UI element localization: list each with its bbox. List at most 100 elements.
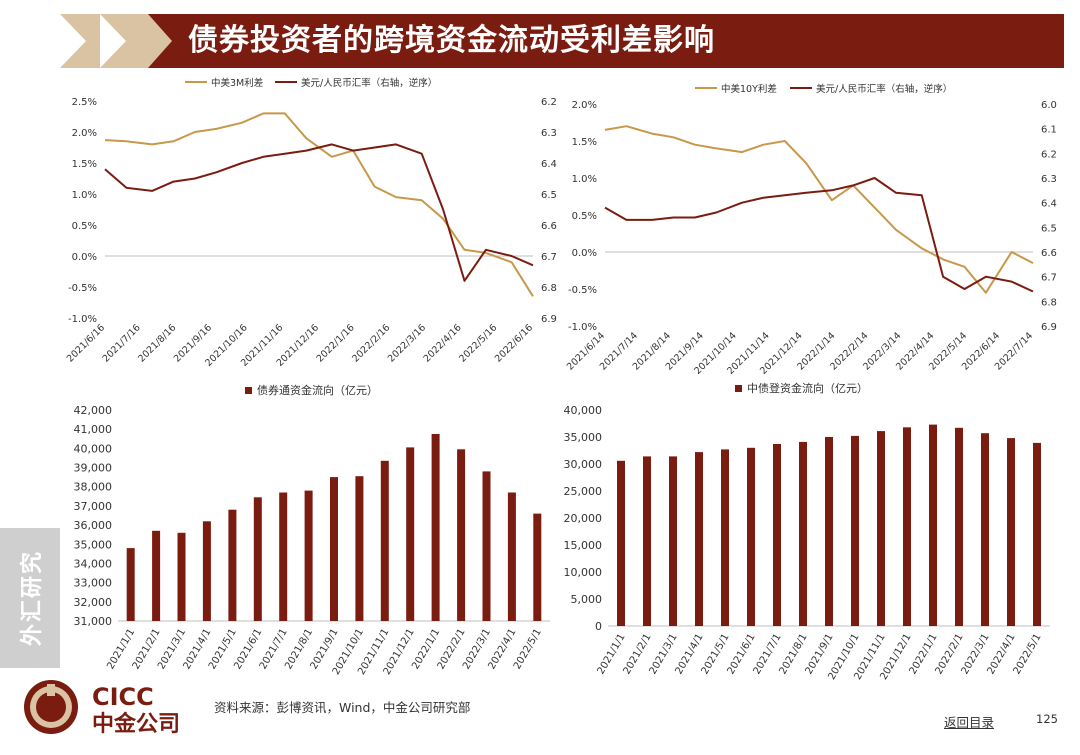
side-tab: [0, 528, 60, 668]
y-right-tick-label: 6.9: [541, 314, 557, 325]
bar: [330, 477, 338, 621]
logo-en: CICC: [92, 683, 154, 711]
y-left-tick-label: -1.0%: [568, 322, 597, 333]
bar: [825, 437, 833, 626]
y-tick-label: 36,000: [74, 519, 113, 532]
y-left-tick-label: 1.5%: [572, 137, 597, 148]
y-tick-label: 31,000: [74, 615, 113, 628]
page-title: 债券投资者的跨境资金流动受利差影响: [188, 23, 715, 58]
y-right-tick-label: 6.6: [541, 221, 557, 232]
y-tick-label: 35,000: [74, 538, 113, 551]
y-tick-label: 25,000: [564, 485, 603, 498]
bar: [695, 452, 703, 626]
y-tick-label: 34,000: [74, 557, 113, 570]
x-tick-label: 2022/6/16: [493, 322, 535, 364]
side-tab-label: 外汇研究: [20, 549, 46, 647]
cicc-logo: CICC 中金公司: [24, 680, 180, 737]
chart-10y-spread: 中美10Y利差 美元/人民币汇率（右轴，逆序） 2.0% 1.5% 1.0% 0.5% 0.…: [565, 83, 1057, 377]
bar: [406, 447, 415, 621]
y-tick-label: 33,000: [74, 577, 113, 590]
y-right-tick-label: 6.6: [1041, 248, 1057, 259]
series-line-fx: [104, 143, 534, 282]
bar: [533, 513, 542, 621]
y-left-tick-label: 2.0%: [72, 128, 97, 139]
y-tick-label: 20,000: [564, 512, 603, 525]
series-line-fx: [604, 177, 1034, 293]
y-left-tick-label: 0.0%: [572, 248, 597, 259]
bar: [955, 427, 963, 626]
bar: [126, 548, 135, 621]
bar: [228, 509, 237, 621]
y-tick-label: 32,000: [74, 596, 113, 609]
legend-swatch: [735, 385, 742, 392]
chevron-decoration: [148, 14, 172, 68]
bar: [669, 456, 677, 626]
bar: [253, 497, 262, 621]
y-tick-label: 37,000: [74, 500, 113, 513]
y-tick-label: 39,000: [74, 462, 113, 475]
bar: [177, 532, 186, 621]
legend-swatch: [245, 387, 252, 394]
logo-cn: 中金公司: [92, 711, 180, 737]
bar: [482, 471, 491, 621]
y-right-tick-label: 6.4: [1041, 199, 1057, 210]
y-right-tick-label: 6.1: [1041, 125, 1057, 136]
y-right-tick-label: 6.8: [1041, 297, 1057, 308]
title-banner: [148, 14, 1064, 68]
y-tick-label: 38,000: [74, 481, 113, 494]
y-left-tick-label: 0.5%: [572, 211, 597, 222]
bar: [929, 424, 937, 626]
y-tick-label: 41,000: [74, 423, 113, 436]
y-left-tick-label: 0.5%: [72, 221, 97, 232]
y-tick-label: 5,000: [571, 593, 603, 606]
bar: [431, 434, 440, 621]
y-left-tick-label: 2.0%: [572, 100, 597, 111]
chart-3m-spread: 中美3M利差 美元/人民币汇率（右轴，逆序） 2.5% 2.0% 1.5% 1.0% 0.5…: [65, 77, 557, 369]
bar: [507, 492, 516, 621]
y-tick-label: 15,000: [564, 539, 603, 552]
y-right-tick-label: 6.5: [541, 190, 557, 201]
chevron-decoration: [60, 14, 86, 68]
bar: [152, 530, 161, 621]
y-right-tick-label: 6.0: [1041, 100, 1057, 111]
y-tick-label: 10,000: [564, 566, 603, 579]
back-to-contents-link[interactable]: 返回目录: [944, 715, 995, 730]
bar: [1033, 442, 1041, 626]
y-left-tick-label: 1.0%: [572, 174, 597, 185]
y-right-tick-label: 6.8: [541, 283, 557, 294]
bar: [851, 435, 859, 626]
bar: [380, 460, 389, 621]
source-note: 资料来源：彭博资讯，Wind，中金公司研究部: [214, 700, 471, 715]
y-tick-label: 42,000: [74, 404, 113, 417]
legend-label: 中美10Y利差: [721, 83, 777, 95]
y-tick-label: 30,000: [564, 458, 603, 471]
y-left-tick-label: -0.5%: [68, 283, 97, 294]
legend-label: 中美3M利差: [211, 77, 263, 89]
bar: [799, 441, 807, 626]
bar: [721, 449, 729, 626]
legend-label: 美元/人民币汇率（右轴，逆序）: [301, 77, 437, 89]
y-left-tick-label: 1.0%: [72, 190, 97, 201]
bar: [747, 447, 755, 626]
y-left-tick-label: -0.5%: [568, 285, 597, 296]
y-left-tick-label: 0.0%: [72, 252, 97, 263]
bar: [457, 449, 466, 621]
bar: [877, 431, 885, 626]
legend-label: 中债登资金流向（亿元）: [747, 381, 868, 395]
y-left-tick-label: 1.5%: [72, 159, 97, 170]
side-tab-text-wrap: 外汇研究: [0, 528, 60, 668]
bar: [617, 460, 625, 626]
y-right-tick-label: 6.3: [541, 128, 557, 139]
y-tick-label: 40,000: [74, 442, 113, 455]
chart-bond-connect-flow: 债券通资金流向（亿元） 42,000 41,000 40,000 39,000 38,00…: [74, 383, 550, 677]
y-tick-label: 35,000: [564, 431, 603, 444]
y-left-tick-label: 2.5%: [72, 97, 97, 108]
legend-label: 债券通资金流向（亿元）: [257, 383, 378, 397]
bar: [304, 490, 313, 621]
chart-ccdc-flow: 中债登资金流向（亿元） 40,000 35,000 30,000 25,000 20,00…: [564, 381, 1050, 682]
bar: [1007, 438, 1015, 626]
y-right-tick-label: 6.2: [541, 97, 557, 108]
y-right-tick-label: 6.3: [1041, 174, 1057, 185]
legend-label: 美元/人民币汇率（右轴，逆序）: [816, 83, 952, 95]
y-right-tick-label: 6.7: [541, 252, 557, 263]
